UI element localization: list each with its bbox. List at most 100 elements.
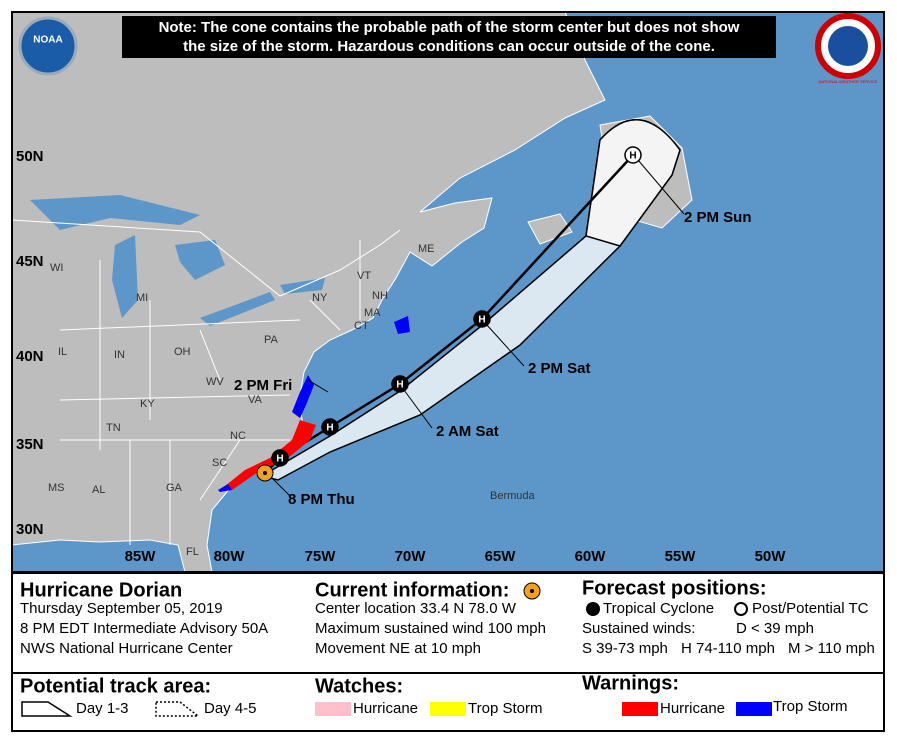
latitude-label: 30N [16,521,44,538]
forecast-time: 2 PM Fri [234,377,292,394]
info-panel [11,572,885,674]
state-label: FL [186,546,199,558]
state-label: KY [140,398,155,410]
noaa-text: NOAA [33,35,62,46]
state-label: TN [106,422,121,434]
forecast-marker: H [629,151,636,162]
latitude-label: 50N [16,148,44,165]
state-label: IL [58,346,67,358]
tc-icon [586,602,600,616]
north-america [11,11,606,573]
current-position-dot [263,471,267,475]
note-line: the size of the storm. Hazardous conditi… [183,38,715,55]
current-line: Maximum sustained wind 100 mph [315,620,546,637]
longitude-label: 50W [755,548,787,565]
leader [637,159,685,215]
current-icon-dot [530,589,534,593]
state-label: ME [418,243,435,255]
lake-superior [30,195,200,230]
state-label: VT [357,270,371,282]
winds-title: Sustained winds: [582,620,695,637]
forecast-point [391,375,409,393]
longitude-label: 65W [485,548,517,565]
lake-huron [175,240,225,280]
state-label: IN [114,349,125,361]
day13-icon [21,701,73,717]
note-line: Note: The cone contains the probable pat… [159,19,740,36]
lake-michigan [112,235,138,318]
current-line: Center location 33.4 N 78.0 W [315,600,517,617]
hurricane-watch-label: Hurricane [353,700,418,717]
forecast-time: 2 PM Sat [528,360,591,377]
hurricane-warning-swatch [622,702,658,716]
state-borders [59,240,361,545]
note-box [122,16,776,58]
state-label: MS [48,482,65,494]
forecast-time: 8 PM Thu [288,491,355,508]
ptc-icon [734,602,748,616]
day45-label: Day 4-5 [204,700,257,717]
longitude-label: 85W [125,548,157,565]
current-title: Current information: [315,579,509,601]
hurricane-warning [225,420,316,490]
state-label: MA [364,307,381,319]
hurricane-warning-label: Hurricane [660,700,725,717]
longitude-label: 80W [214,548,246,565]
winds-h: H 74-110 mph [681,640,775,657]
forecast-marker: H [478,315,485,326]
state-label: GA [166,482,183,494]
winds-s: S 39-73 mph [582,640,668,657]
leader [403,389,433,429]
trop-watch-label: Trop Storm [468,700,542,717]
storm-center: NWS National Hurricane Center [20,640,233,657]
watches-title: Watches: [315,675,403,697]
state-label: OH [174,346,191,358]
day45-icon [155,701,201,717]
trop-watch-swatch [430,702,466,716]
tc-label: Tropical Cyclone [603,600,714,617]
winds-m: M > 110 mph [788,640,875,657]
forecast-point [624,146,642,164]
day13-label: Day 1-3 [76,700,129,717]
state-label: NH [372,290,388,302]
storm-date: Thursday September 05, 2019 [20,600,223,617]
island [527,213,573,245]
state-label: WI [50,262,63,274]
place-label: Bermuda [490,490,536,502]
forecast-point [321,418,339,436]
track-title: Potential track area: [20,675,211,697]
longitude-label: 55W [665,548,697,565]
longitude-label: 70W [395,548,427,565]
latitude-label: 35N [16,436,44,453]
forecast-marker: H [396,380,403,391]
state-label: SC [212,457,227,469]
storm-advisory: 8 PM EDT Intermediate Advisory 50A [20,620,268,637]
storm-name: Hurricane Dorian [20,579,182,601]
state-label: NC [230,430,246,442]
warnings-title: Warnings: [582,672,679,694]
latitude-label: 40N [16,348,44,365]
forecast-time: 2 AM Sat [436,423,499,440]
forecast-time: 2 PM Sun [684,209,752,226]
trop-warning-label: Trop Storm [773,698,847,715]
leader [307,379,329,393]
nws-logo-inner [828,26,868,66]
map-labels: 50N 45N 40N 35N 30N 85W 80W 75W 70W 65W 60W 55W 50W W… [16,146,787,565]
forecast-marker: H [276,454,283,465]
forecast-title: Forecast positions: [582,577,766,599]
latitude-label: 45N [16,253,44,270]
state-label: WV [206,376,224,388]
great-lakes [30,195,325,326]
state-label: AL [92,484,105,496]
trop-warning-swatch [736,702,772,716]
leader [271,477,291,497]
state-label: VA [248,394,263,406]
leader [485,323,525,367]
state-label: NY [312,292,328,304]
forecast-point [271,449,289,467]
longitude-label: 60W [575,548,607,565]
cone-day45 [585,119,681,247]
longitude-label: 75W [305,548,337,565]
forecast-marker: H [326,423,333,434]
